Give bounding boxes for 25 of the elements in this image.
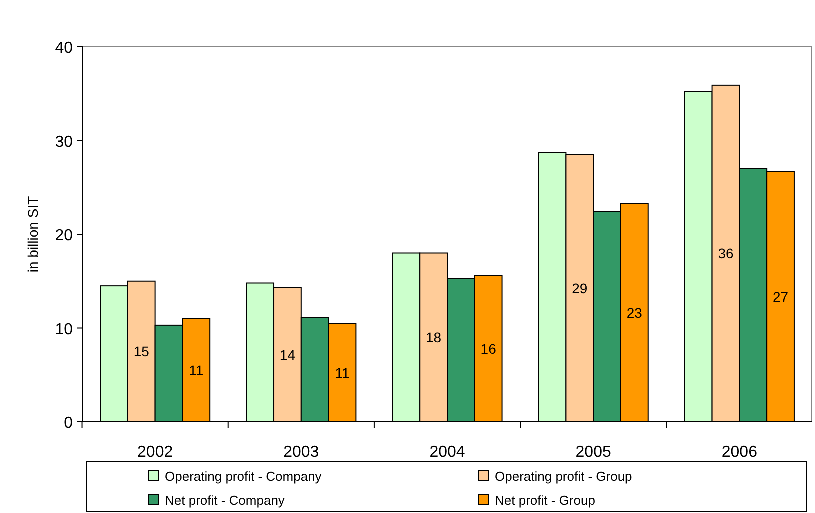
data-label: 18: [426, 330, 442, 346]
y-tick-label: 20: [55, 228, 74, 244]
data-label: 27: [772, 288, 789, 305]
x-tick-label: 2002: [138, 444, 174, 461]
data-label: 23: [626, 304, 643, 321]
data-label: 36: [718, 246, 734, 262]
legend-label: Net profit - Group: [495, 493, 596, 508]
legend-label: Operating profit - Company: [165, 469, 322, 484]
y-tick-label: 0: [64, 415, 74, 432]
x-tick-label: 2003: [284, 444, 320, 461]
data-label: 16: [480, 340, 497, 357]
x-tick-label: 2006: [722, 444, 758, 461]
y-tick-label: 30: [55, 134, 74, 151]
data-label: 14: [280, 346, 296, 363]
legend-label: Operating profit - Group: [495, 469, 632, 484]
data-label: 15: [134, 344, 150, 360]
legend-label: Net profit - Company: [165, 493, 286, 508]
data-label: 11: [189, 362, 204, 378]
x-tick-label: 2005: [576, 444, 612, 461]
y-axis-title: in billion SIT: [25, 196, 41, 273]
data-label: 11: [335, 364, 350, 381]
y-tick-label: 40: [55, 40, 74, 57]
x-tick-label: 2004: [430, 444, 466, 461]
y-tick-label: 10: [55, 321, 74, 338]
data-label: 29: [572, 280, 588, 296]
